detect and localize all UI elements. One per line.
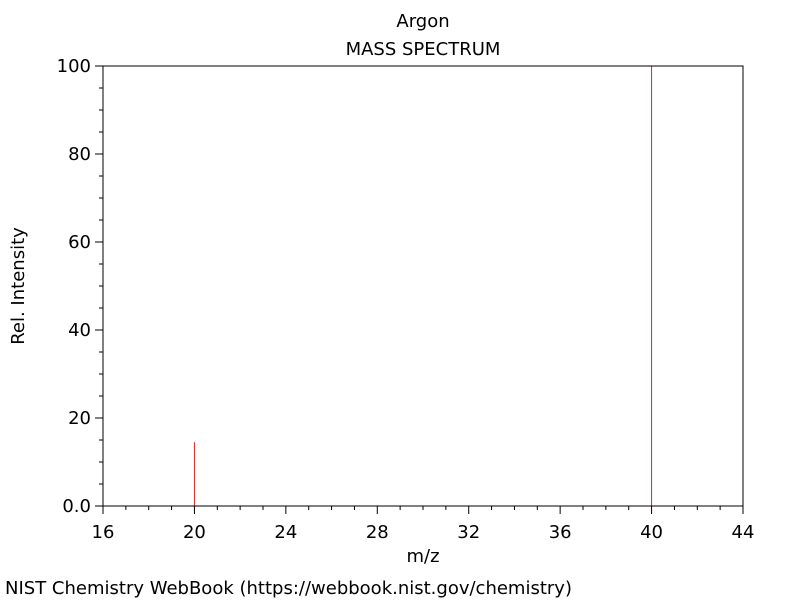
y-tick-label: 60 <box>68 232 91 253</box>
major-ticks <box>95 65 744 514</box>
y-tick-label: 40 <box>68 320 91 341</box>
x-tick-label: 28 <box>366 522 389 543</box>
chart-title: Argon <box>396 11 449 32</box>
y-tick-label: 0.0 <box>62 496 91 517</box>
tick-labels: 16 20 24 28 32 36 40 44 0.0 20 40 60 80 100 <box>57 56 755 543</box>
footer-credit: NIST Chemistry WebBook (https://webbook.… <box>5 578 572 599</box>
plot-frame <box>102 65 744 507</box>
x-tick-label: 32 <box>457 522 480 543</box>
chart-subtitle: MASS SPECTRUM <box>346 39 501 60</box>
x-tick-label: 36 <box>549 522 572 543</box>
x-tick-label: 40 <box>640 522 663 543</box>
minor-ticks <box>99 87 721 510</box>
x-tick-label: 20 <box>183 522 206 543</box>
peaks <box>193 66 653 506</box>
y-tick-label: 20 <box>68 408 91 429</box>
x-axis-label: m/z <box>406 546 439 567</box>
y-axis-label: Rel. Intensity <box>8 227 29 345</box>
x-tick-label: 24 <box>274 522 297 543</box>
x-tick-label: 44 <box>732 522 755 543</box>
y-tick-label: 100 <box>57 56 91 77</box>
x-tick-label: 16 <box>92 522 115 543</box>
y-tick-label: 80 <box>68 144 91 165</box>
